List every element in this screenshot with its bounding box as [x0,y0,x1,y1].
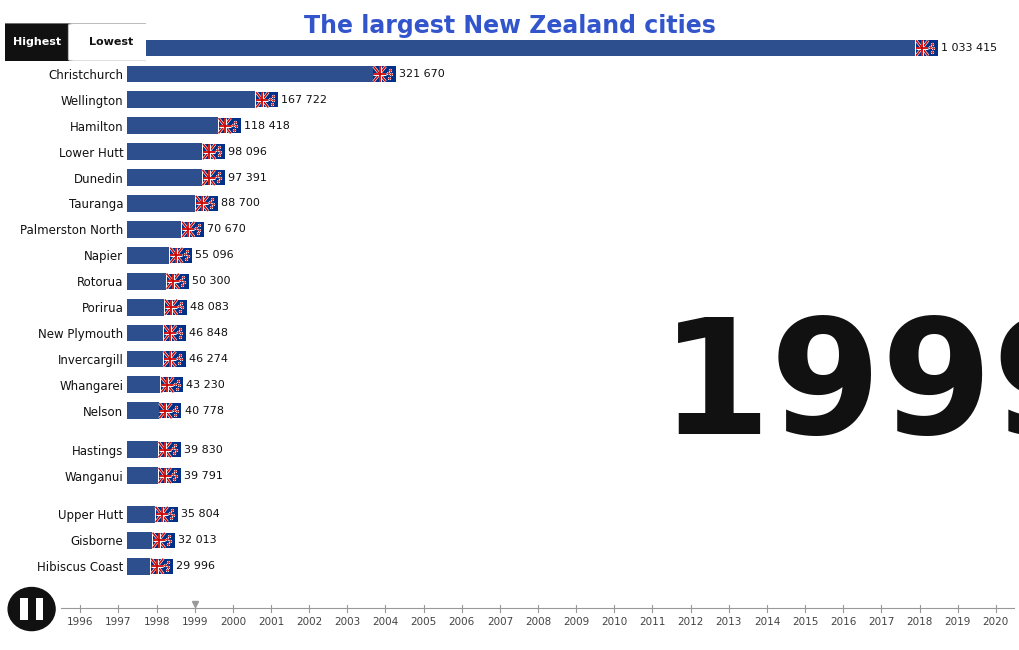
Bar [196,196,218,211]
Text: 2007: 2007 [486,617,513,627]
Text: 2015: 2015 [791,617,817,627]
Bar [915,40,937,56]
FancyBboxPatch shape [0,23,76,61]
Bar [170,248,193,263]
Text: 1999: 1999 [181,617,208,627]
Text: 2018: 2018 [906,617,931,627]
Bar [127,299,164,315]
Bar [127,195,195,212]
Text: 46 274: 46 274 [189,354,227,364]
Bar [127,506,155,523]
Bar [127,441,158,458]
Text: 88 700: 88 700 [221,198,260,209]
Text: 39 791: 39 791 [183,471,222,480]
Bar [127,66,372,83]
Text: 321 670: 321 670 [398,69,444,79]
Text: 46 848: 46 848 [189,328,228,338]
Text: 98 096: 98 096 [228,147,267,157]
Bar [256,92,278,107]
Text: 97 391: 97 391 [227,173,266,183]
Text: 39 830: 39 830 [183,445,222,454]
Bar [218,118,240,133]
Text: 2011: 2011 [639,617,665,627]
Circle shape [8,588,55,630]
FancyBboxPatch shape [68,23,153,61]
Text: 2014: 2014 [753,617,780,627]
Bar [203,144,225,159]
Bar [127,350,163,367]
Bar [159,442,180,457]
Text: 2019: 2019 [944,617,970,627]
Text: Lowest: Lowest [89,37,132,47]
Bar [127,402,158,419]
Text: 2013: 2013 [715,617,741,627]
Text: 167 722: 167 722 [281,95,327,105]
Bar [161,377,183,393]
Text: 70 670: 70 670 [207,224,246,235]
Bar [127,92,255,109]
Text: 1996: 1996 [67,617,94,627]
Bar [127,376,160,393]
Bar [36,598,43,620]
Text: 2016: 2016 [829,617,856,627]
Text: Highest: Highest [13,37,61,47]
Text: The largest New Zealand cities: The largest New Zealand cities [304,14,715,38]
Text: 55 096: 55 096 [196,250,234,260]
Text: 2020: 2020 [981,617,1008,627]
Text: 43 230: 43 230 [186,380,225,390]
Bar [127,143,202,160]
Text: 2017: 2017 [867,617,894,627]
Bar [127,558,150,575]
Bar [127,467,158,484]
Bar [373,66,395,81]
Text: 2003: 2003 [334,617,360,627]
Text: 2009: 2009 [562,617,589,627]
Bar [182,222,204,237]
Bar [127,532,152,549]
Bar [127,169,202,186]
Text: 1997: 1997 [105,617,131,627]
Bar [159,403,181,419]
Text: 1998: 1998 [144,617,169,627]
Bar [127,118,217,134]
Bar [127,221,181,238]
Text: 2004: 2004 [372,617,398,627]
Text: 35 804: 35 804 [180,510,219,519]
Bar [151,558,173,574]
Bar [127,40,914,57]
Bar [153,533,174,548]
Text: 32 013: 32 013 [177,536,216,545]
Bar [20,598,28,620]
Text: 40 778: 40 778 [184,406,223,416]
Bar [156,507,177,522]
Bar [127,324,163,341]
Text: 1 033 415: 1 033 415 [941,43,997,53]
Text: 2006: 2006 [448,617,475,627]
Text: 1999: 1999 [659,313,1019,467]
Text: 2012: 2012 [677,617,703,627]
Bar [166,274,189,289]
Text: 2000: 2000 [219,617,246,627]
Text: 50 300: 50 300 [192,276,230,286]
Bar [165,300,186,315]
Bar [159,468,180,483]
Text: 2002: 2002 [296,617,322,627]
Text: 118 418: 118 418 [244,121,289,131]
Text: 2001: 2001 [258,617,284,627]
Text: 2008: 2008 [525,617,550,627]
Bar [127,247,169,264]
Text: 48 083: 48 083 [190,302,229,312]
Text: 2005: 2005 [410,617,436,627]
Bar [127,273,166,290]
Bar [163,352,185,367]
Bar [203,170,224,185]
Bar [164,326,185,341]
Text: 2010: 2010 [600,617,627,627]
Text: 29 996: 29 996 [176,561,215,571]
